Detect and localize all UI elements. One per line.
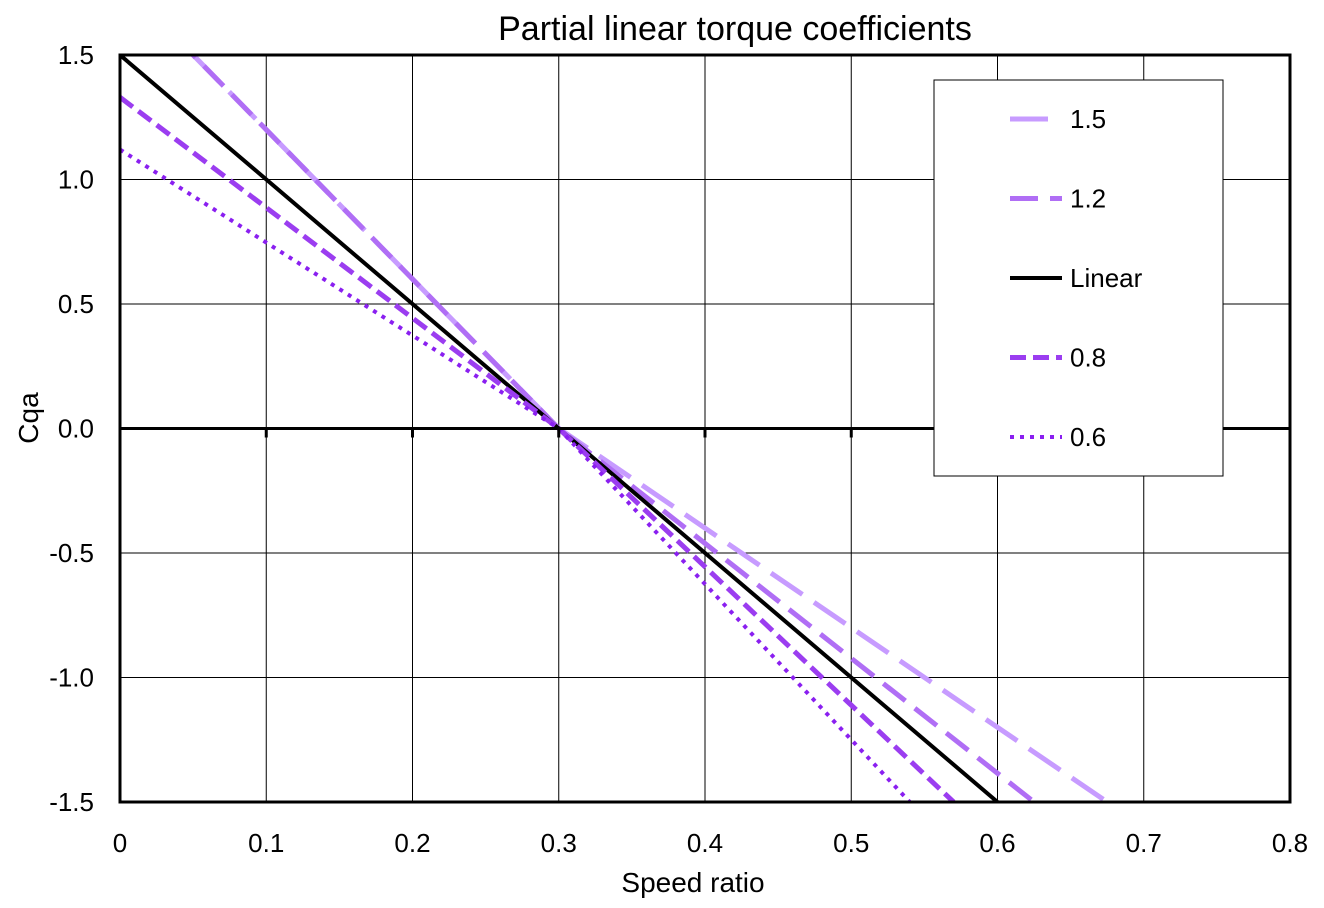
y-tick-label: 1.5 <box>58 40 94 70</box>
x-tick-label: 0.8 <box>1272 828 1308 858</box>
x-tick-label: 0.4 <box>687 828 723 858</box>
y-tick-label: 1.0 <box>58 165 94 195</box>
legend: 1.5 1.2 Linear 0.8 0.6 <box>933 79 1224 477</box>
series-line-0-8 <box>120 95 956 802</box>
x-tick-label: 0.2 <box>394 828 430 858</box>
x-tick-label: 0.7 <box>1126 828 1162 858</box>
legend-box <box>933 79 1224 477</box>
y-tick-label: 0.0 <box>58 414 94 444</box>
x-tick-label: 0.3 <box>541 828 577 858</box>
x-tick-label: 0.5 <box>833 828 869 858</box>
chart-title: Partial linear torque coefficients <box>498 10 972 48</box>
y-tick-label: 0.5 <box>58 289 94 319</box>
legend-label: 0.8 <box>1070 343 1106 373</box>
legend-label: 1.5 <box>1070 104 1106 134</box>
series-line-1-2 <box>189 55 1036 802</box>
x-tick-label: 0.1 <box>248 828 284 858</box>
y-tick-label: -0.5 <box>49 538 94 568</box>
x-axis-title: Speed ratio <box>621 867 764 898</box>
legend-label: 1.2 <box>1070 184 1106 214</box>
x-tick-label: 0.6 <box>979 828 1015 858</box>
legend-label: 0.6 <box>1070 422 1106 452</box>
y-axis-title: Cqa <box>13 392 44 444</box>
legend-label: Linear <box>1070 263 1143 293</box>
series-line-0-6 <box>120 147 912 802</box>
y-tick-label: -1.5 <box>49 787 94 817</box>
y-tick-label: -1.0 <box>49 663 94 693</box>
x-tick-label: 0 <box>113 828 127 858</box>
tick-labels: 0 0.1 0.2 0.3 0.4 0.5 0.6 0.7 0.8 -1.5 -1.0 -0.5 0.0… <box>49 40 1308 858</box>
